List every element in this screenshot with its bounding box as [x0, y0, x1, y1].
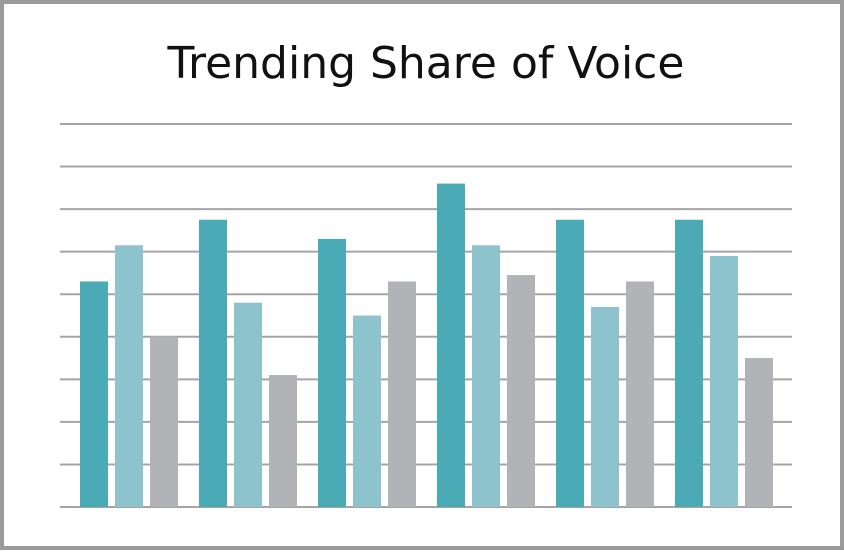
- bar-group-6-series-1: [675, 219, 703, 507]
- bar-group-5-series-2: [591, 306, 619, 507]
- bar-group-5-series-1: [556, 219, 584, 507]
- chart-title: Trending Share of Voice: [167, 38, 685, 89]
- bar-group-6-series-2: [710, 255, 738, 507]
- bar-group-4-series-3: [507, 275, 535, 507]
- bar-group-3-series-3: [388, 281, 416, 507]
- bar-group-2-series-2: [234, 302, 262, 507]
- bar-group-1-series-3: [150, 336, 178, 507]
- bar-group-6-series-3: [745, 358, 773, 507]
- bar-group-2-series-1: [199, 219, 227, 507]
- gridlines: [60, 123, 792, 508]
- bar-group-4-series-2: [472, 245, 500, 508]
- bar-chart: [60, 123, 792, 508]
- bar-group-1-series-1: [80, 281, 108, 507]
- bar-group-2-series-3: [269, 375, 297, 507]
- bars: [80, 183, 773, 508]
- bar-group-5-series-3: [626, 281, 654, 507]
- bar-group-3-series-2: [353, 315, 381, 507]
- bar-group-4-series-1: [437, 183, 465, 508]
- bar-group-1-series-2: [115, 245, 143, 508]
- bar-group-3-series-1: [318, 238, 346, 507]
